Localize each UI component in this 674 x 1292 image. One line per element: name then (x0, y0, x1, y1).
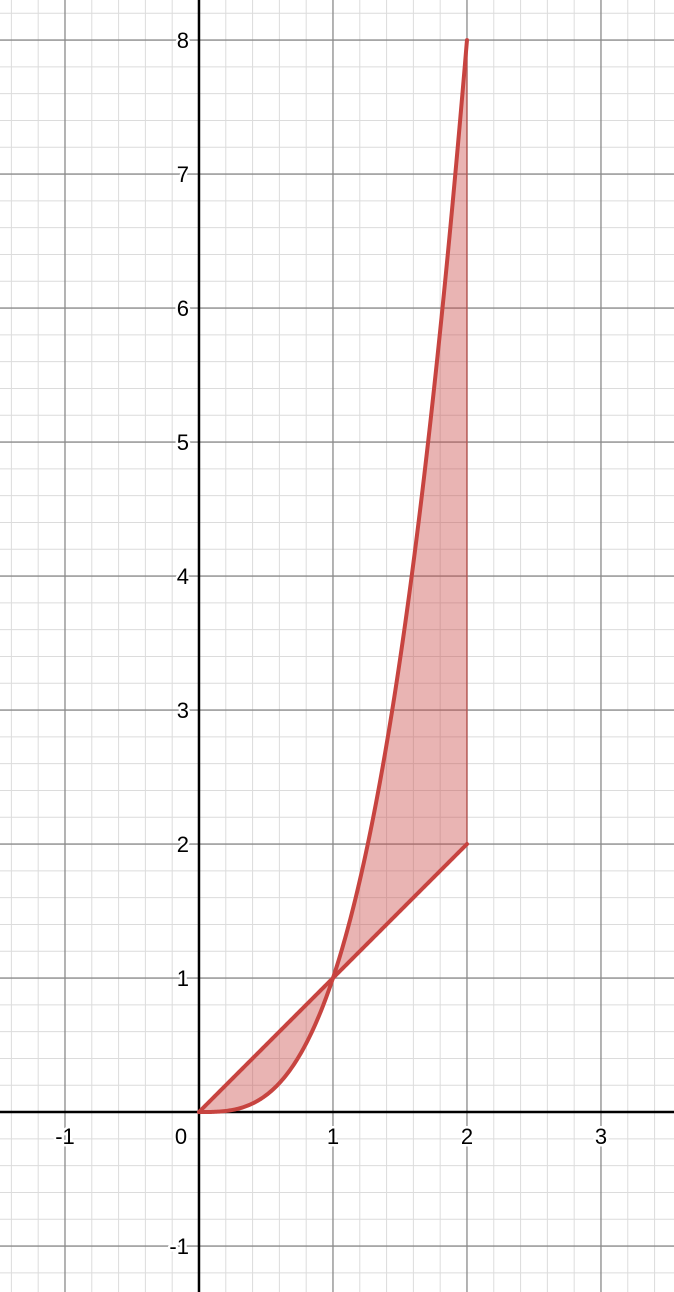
y-tick-label: 8 (177, 28, 189, 53)
y-tick-label: 3 (177, 698, 189, 723)
line-y-equals-x (196, 842, 469, 1115)
y-tick-label: 7 (177, 162, 189, 187)
shaded-region (198, 40, 467, 1113)
x-tick-label: 2 (461, 1124, 473, 1149)
y-tick-label: -1 (169, 1234, 189, 1259)
x-tick-label: 3 (595, 1124, 607, 1149)
y-tick-label: 6 (177, 296, 189, 321)
y-tick-label: 4 (177, 564, 189, 589)
x-tick-label: 1 (327, 1124, 339, 1149)
x-tick-label: -1 (55, 1124, 75, 1149)
plot-layer (196, 38, 469, 1115)
y-tick-label: 2 (177, 832, 189, 857)
tick-labels: -1 0 1 2 3 -1 1 2 3 4 5 6 7 8 (53, 26, 610, 1262)
y-tick-label: 5 (177, 430, 189, 455)
y-tick-label: 1 (177, 966, 189, 991)
x-tick-label: 0 (175, 1124, 187, 1149)
